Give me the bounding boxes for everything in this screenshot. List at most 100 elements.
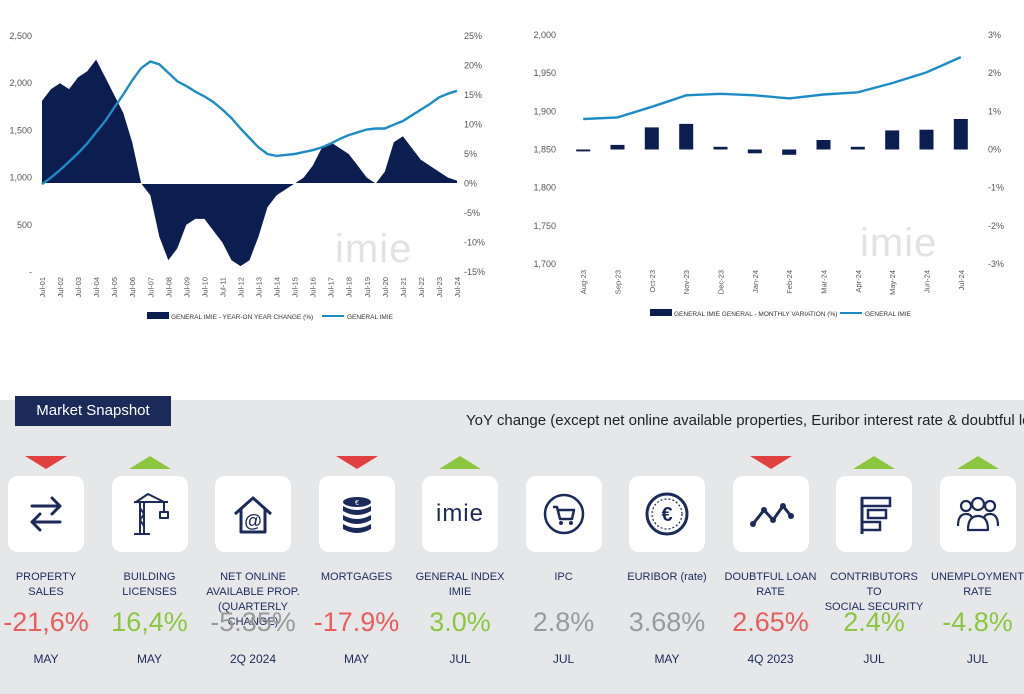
indicator-label-line-1: UNEMPLOYMENT (931, 571, 1024, 583)
right-tick-label: 2% (988, 68, 1001, 78)
x-tick-label: May-24 (888, 270, 897, 295)
x-tick-label: Jul-04 (92, 277, 101, 297)
x-tick-label: Jul-14 (273, 277, 282, 297)
trend-down-arrow (25, 456, 67, 469)
indicator-period: 2Q 2024 (229, 652, 277, 666)
left-tick-label: 2,500 (9, 31, 32, 41)
snapshot-card: € MORTGAGES -17.9% MAY (305, 450, 409, 694)
legend-swatch-yoy (147, 312, 169, 319)
indicator-value: 16,4% (111, 607, 188, 637)
indicator-label-line-1: CONTRIBUTORS TO (830, 571, 918, 598)
indicator-value: 2.8% (532, 607, 595, 637)
indicator-tile (111, 476, 188, 552)
people-group-icon (956, 496, 999, 532)
indicator-period: MAY (136, 652, 163, 666)
left-tick-label: 1,750 (533, 221, 556, 231)
indicator-label-line-2: IMIE (448, 586, 472, 598)
indicator-value: -17.9% (313, 607, 400, 637)
right-tick-label: -1% (988, 183, 1004, 193)
indicator-label: NET ONLINE AVAILABLE PROP. (QUARTERLY CHA… (201, 570, 305, 630)
left-tick-label: 500 (17, 220, 32, 230)
coins-stack-icon: € (342, 497, 371, 533)
x-tick-label: Jul-21 (399, 277, 408, 297)
x-tick-label: Jul-20 (381, 277, 390, 297)
x-tick-label: Mar-24 (820, 270, 829, 294)
indicator-label-line-1: EURIBOR (rate) (627, 571, 707, 583)
indicator-tile (732, 476, 809, 552)
x-tick-label: Jul-22 (417, 277, 426, 297)
watermark: imie (860, 221, 937, 265)
left-tick-label: 1,850 (533, 145, 556, 155)
x-tick-label: Sep-23 (614, 270, 623, 294)
legend-swatch-bar (650, 309, 672, 316)
x-tick-label: Jul-15 (291, 277, 300, 297)
trend-up-arrow (128, 456, 171, 469)
monthly-variation-bar (644, 127, 659, 150)
indicator-tile (836, 476, 912, 552)
legend-label-yoy: GENERAL IMIE - YEAR-ON YEAR CHANGE (%) (171, 314, 313, 321)
indicator-period: MAY (654, 652, 680, 666)
right-tick-label: 0% (988, 145, 1001, 155)
left-tick-label: 1,000 (9, 173, 32, 183)
right-tick-label: -2% (988, 221, 1004, 231)
indicator-label-line-1: BUILDING (123, 571, 176, 583)
snapshot-card: € EURIBOR (rate) 3.68% MAY (615, 450, 719, 694)
indicator-label-line-1: DOUBTFUL LOAN (724, 571, 817, 583)
left-tick-label: - (29, 267, 32, 277)
indicator-period: JUL (449, 652, 471, 666)
indicator-label-line-2: LICENSES (122, 586, 177, 598)
monthly-variation-bar (816, 140, 831, 150)
monthly-variation-bar (679, 123, 694, 150)
monthly-variation-bar (576, 149, 591, 152)
indicator-label: DOUBTFUL LOAN RATE (719, 570, 823, 600)
indicator-tile (525, 476, 602, 552)
indicator-tile: imie (422, 476, 498, 552)
legend-label-bar: GENERAL IMIE GENERAL - MONTHLY VARIATION… (674, 311, 837, 318)
watermark: imie (335, 227, 412, 271)
left-tick-label: 1,700 (533, 259, 556, 269)
indicator-label-line-1: NET ONLINE AVAILABLE PROP. (206, 571, 300, 598)
monthly-variation-bar (782, 149, 797, 155)
trend-down-arrow (335, 456, 378, 469)
indicator-label-line-1: MORTGAGES (320, 571, 393, 583)
x-tick-label: Jul-08 (164, 277, 173, 297)
indicator-value: -21,6% (3, 607, 89, 637)
x-tick-label: Jul-02 (56, 277, 65, 297)
indicator-tile (939, 476, 1016, 552)
x-tick-label: Jun-24 (923, 270, 932, 293)
snapshot-card: CONTRIBUTORS TO SOCIAL SECURITY 2.4% JUL (822, 450, 926, 694)
left-tick-label: 1,900 (533, 106, 556, 116)
right-tick-label: 0% (464, 179, 477, 189)
indicator-label-line-2: (QUARTERLY CHANGE) (218, 601, 288, 628)
monthly-variation-bar (919, 129, 934, 150)
right-tick-label: 25% (464, 31, 482, 41)
indicator-label-line-2: RATE (963, 586, 992, 598)
indicator-label: PROPERTY SALES (0, 570, 98, 600)
indicator-label-line-2: SOCIAL SECURITY (824, 601, 924, 613)
zigzag-line-icon (749, 503, 794, 527)
snapshot-card: UNEMPLOYMENT RATE -4.8% JUL (926, 450, 1024, 694)
indicator-label-line-2: SALES (28, 586, 64, 598)
indicator-period: MAY (33, 652, 59, 666)
x-tick-label: Jul-18 (345, 277, 354, 297)
x-tick-label: Jul-19 (363, 277, 372, 297)
left-tick-label: 2,000 (9, 78, 32, 88)
x-tick-label: Jul-01 (38, 277, 47, 297)
x-tick-label: Jul-11 (218, 277, 227, 297)
snapshot-card: @ NET ONLINE AVAILABLE PROP. (QUARTERLY CH… (201, 450, 305, 694)
x-tick-label: Jul-17 (327, 277, 336, 297)
imie-monthly-chart: 1,700 1,750 1,800 1,850 1,900 1,950 2,000 -3% -2… (533, 30, 1004, 318)
indicator-tile: @ (215, 476, 291, 552)
x-tick-label: Jul-16 (309, 277, 318, 297)
indicator-label: UNEMPLOYMENT RATE (926, 570, 1024, 600)
indicator-label-line-1: GENERAL INDEX (415, 571, 505, 583)
right-tick-label: 5% (464, 149, 477, 159)
x-tick-label: Jan-24 (751, 270, 760, 293)
monthly-variation-bar (850, 146, 865, 150)
trend-up-arrow (956, 456, 999, 469)
imie-logo-icon: imie (435, 500, 484, 527)
indicator-label-line-1: IPC (554, 571, 573, 583)
trend-up-arrow (853, 456, 895, 469)
monthly-variation-bar (610, 144, 625, 150)
svg-text:€: € (661, 504, 672, 526)
